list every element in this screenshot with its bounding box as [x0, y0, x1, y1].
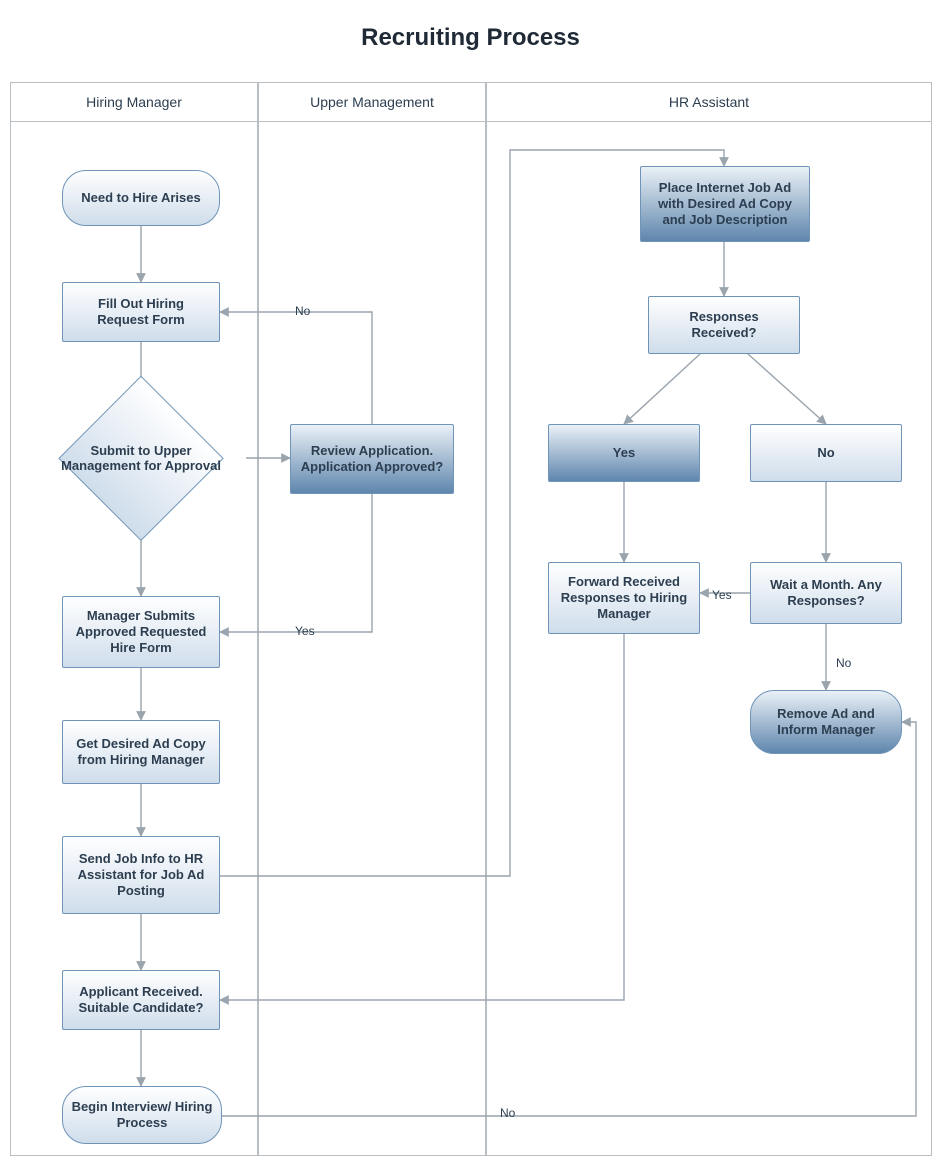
- node-yes: Yes: [548, 424, 700, 482]
- node-no: No: [750, 424, 902, 482]
- node-forward: Forward Received Responses to Hiring Man…: [548, 562, 700, 634]
- node-need: Need to Hire Arises: [62, 170, 220, 226]
- flowchart-canvas: Recruiting Process Hiring ManagerUpper Ma…: [0, 0, 941, 1172]
- lane-body-upper: [258, 122, 486, 1156]
- node-placead: Place Internet Job Ad with Desired Ad Co…: [640, 166, 810, 242]
- node-approved: Manager Submits Approved Requested Hire …: [62, 596, 220, 668]
- node-sendinfo: Send Job Info to HR Assistant for Job Ad…: [62, 836, 220, 914]
- lane-header-hr: HR Assistant: [486, 82, 932, 122]
- node-review: Review Application. Application Approved…: [290, 424, 454, 494]
- node-begin: Begin Interview/ Hiring Process: [62, 1086, 222, 1144]
- diagram-title: Recruiting Process: [0, 24, 941, 52]
- edge-label-review-no: No: [295, 304, 310, 318]
- node-submit: Submit to Upper Management for Approval: [36, 398, 246, 518]
- edge-label-review-yes: Yes: [295, 624, 315, 638]
- edge-label-wait: No: [836, 656, 851, 670]
- node-wait: Wait a Month. Any Responses?: [750, 562, 902, 624]
- edge-label-wait-yes: Yes: [712, 588, 732, 602]
- lane-body-hr: [486, 122, 932, 1156]
- node-fill: Fill Out Hiring Request Form: [62, 282, 220, 342]
- lane-header-hiring: Hiring Manager: [10, 82, 258, 122]
- node-remove: Remove Ad and Inform Manager: [750, 690, 902, 754]
- node-resp: Responses Received?: [648, 296, 800, 354]
- node-label-submit: Submit to Upper Management for Approval: [36, 398, 246, 518]
- lane-header-upper: Upper Management: [258, 82, 486, 122]
- node-applicant: Applicant Received. Suitable Candidate?: [62, 970, 220, 1030]
- edge-label-begin-no: No: [500, 1106, 515, 1120]
- node-adcopy: Get Desired Ad Copy from Hiring Manager: [62, 720, 220, 784]
